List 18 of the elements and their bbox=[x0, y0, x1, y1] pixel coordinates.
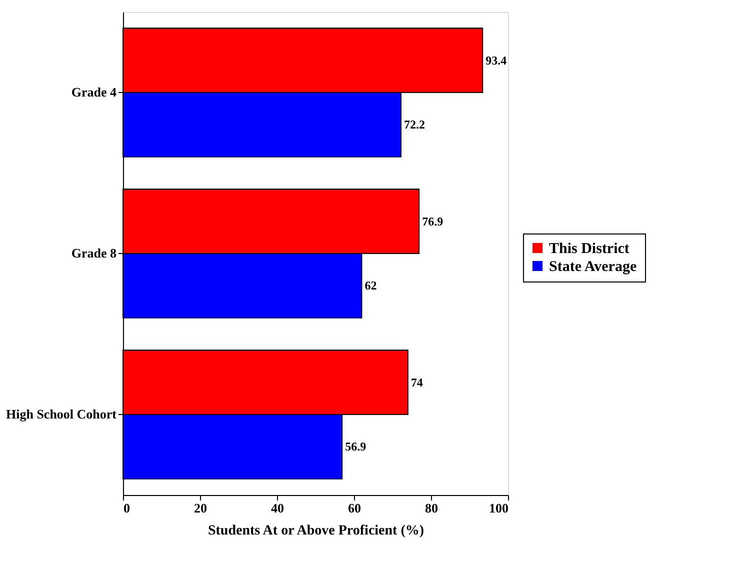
x-tick-label: 100 bbox=[489, 500, 508, 516]
x-axis-title: Students At or Above Proficient (%) bbox=[208, 524, 424, 538]
data-label: 62 bbox=[364, 278, 377, 293]
data-label: 74 bbox=[410, 375, 423, 390]
data-label: 93.4 bbox=[486, 53, 507, 68]
legend-label: This District bbox=[549, 241, 630, 257]
y-tick-label: High School Cohort bbox=[6, 406, 118, 422]
data-label: 76.9 bbox=[422, 214, 444, 228]
y-tick-label: Grade 8 bbox=[71, 246, 117, 260]
x-tick-label: 60 bbox=[348, 500, 361, 516]
x-tick-label: 20 bbox=[194, 500, 207, 516]
data-label: 56.9 bbox=[345, 440, 366, 454]
y-tick-label: Grade 4 bbox=[71, 84, 117, 100]
legend-label: State Average bbox=[549, 259, 637, 275]
data-label: 72.2 bbox=[404, 118, 425, 132]
x-tick-label: 80 bbox=[425, 500, 438, 516]
x-tick-label: 40 bbox=[271, 500, 284, 516]
x-tick-label: 0 bbox=[124, 500, 130, 516]
